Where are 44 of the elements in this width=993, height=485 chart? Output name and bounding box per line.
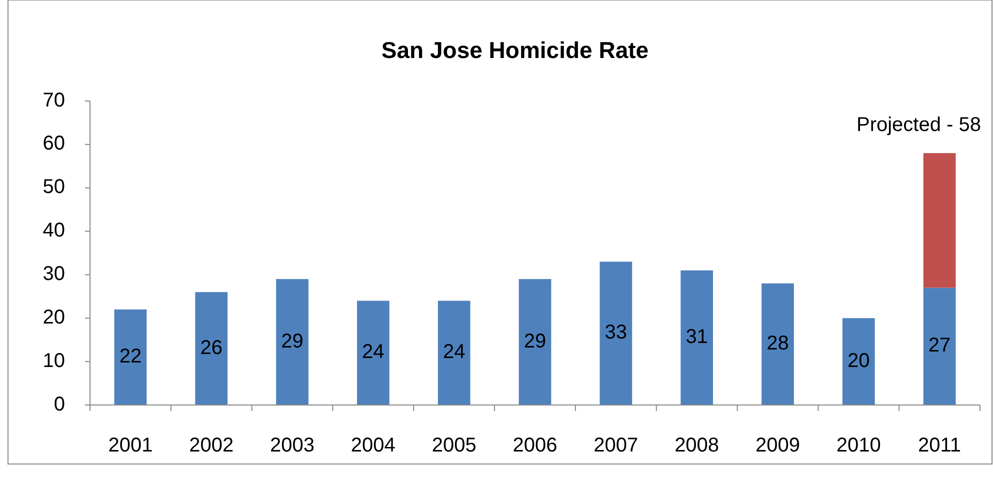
x-tick-label: 2009 xyxy=(755,434,800,456)
y-tick-label: 70 xyxy=(42,89,65,112)
data-label: 33 xyxy=(604,322,628,344)
y-tick-label: 50 xyxy=(42,176,65,198)
data-label: 22 xyxy=(119,346,142,368)
x-tick-label: 2001 xyxy=(108,434,153,456)
x-tick-label: 2003 xyxy=(270,434,315,456)
x-tick-label: 2004 xyxy=(350,434,396,456)
data-label: 26 xyxy=(200,336,222,359)
data-label: 29 xyxy=(281,330,304,352)
x-tick-label: 2008 xyxy=(674,434,720,456)
y-tick-label: 0 xyxy=(54,393,65,416)
y-tick-label: 10 xyxy=(42,350,65,372)
bar xyxy=(842,318,875,405)
data-label: 28 xyxy=(766,332,789,354)
bar xyxy=(114,309,147,405)
x-tick-label: 2011 xyxy=(918,434,962,456)
bar xyxy=(762,283,794,405)
y-tick-label: 20 xyxy=(42,306,65,328)
data-label: 24 xyxy=(442,341,466,364)
y-tick-label: 30 xyxy=(42,262,65,285)
bar xyxy=(600,262,632,405)
data-label: 31 xyxy=(686,326,708,348)
x-tick-label: 2005 xyxy=(432,434,476,456)
x-tick-label: 2010 xyxy=(836,434,881,456)
data-label: 24 xyxy=(362,341,384,364)
x-tick-label: 2007 xyxy=(594,434,638,456)
data-label: 27 xyxy=(928,334,951,357)
x-tick-label: 2006 xyxy=(512,434,558,456)
y-tick-label: 40 xyxy=(42,220,65,242)
bar xyxy=(357,300,390,405)
bar xyxy=(276,279,308,405)
bar xyxy=(438,300,470,405)
y-tick-label: 60 xyxy=(42,132,65,155)
bar xyxy=(923,153,956,288)
annotation: Projected - 58 xyxy=(856,114,981,136)
data-label: 29 xyxy=(524,330,546,352)
chart-title: San Jose Homicide Rate xyxy=(381,37,649,63)
bar xyxy=(680,270,713,405)
bar xyxy=(923,288,956,405)
data-label: 20 xyxy=(848,350,870,372)
bar xyxy=(195,292,228,405)
x-tick-label: 2002 xyxy=(189,434,234,456)
bar xyxy=(518,279,552,405)
